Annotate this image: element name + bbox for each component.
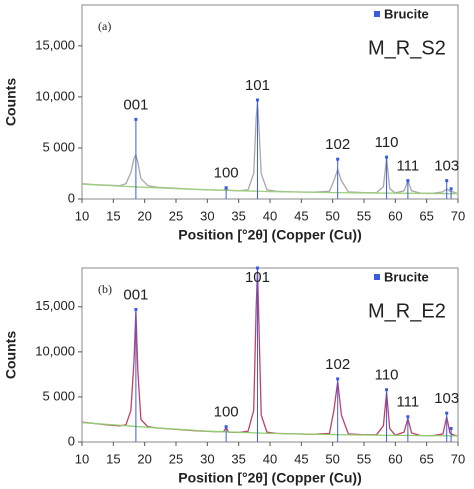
reference-marker: [449, 187, 453, 191]
reference-marker: [385, 155, 389, 159]
x-tick-label: 20: [137, 208, 151, 223]
x-tick-label: 35: [231, 208, 245, 223]
x-tick-label: 45: [294, 451, 308, 466]
pattern-line: [81, 183, 459, 195]
y-tick-label: 5 000: [42, 139, 75, 154]
panel-label: (b): [98, 282, 112, 296]
x-tick-label: 25: [169, 208, 183, 223]
y-tick-label: 10,000: [35, 88, 75, 103]
pattern-line: [81, 101, 459, 195]
x-tick-label: 65: [419, 208, 433, 223]
peak-label: 100: [214, 404, 239, 421]
sample-label: M_R_S2: [368, 37, 446, 59]
x-tick-label: 30: [200, 208, 214, 223]
x-tick-label: 20: [137, 451, 151, 466]
peak-label: 101: [245, 77, 270, 94]
y-tick-label: 10,000: [35, 343, 75, 358]
peak-label: 103: [434, 158, 459, 175]
x-tick-label: 60: [388, 208, 402, 223]
x-tick-label: 50: [325, 451, 339, 466]
x-tick-label: 40: [263, 208, 277, 223]
reference-marker: [406, 179, 410, 183]
pattern-line: [81, 270, 459, 437]
panel-label: (a): [98, 19, 111, 33]
legend-swatch: [374, 11, 380, 17]
reference-marker: [224, 186, 228, 190]
reference-marker: [134, 307, 138, 311]
x-tick-label: 45: [294, 208, 308, 223]
x-axis-title: Position [°2θ] (Copper (Cu)): [178, 227, 361, 243]
peak-label: 001: [123, 286, 148, 303]
reference-marker: [449, 426, 453, 430]
peak-label: 110: [375, 367, 399, 384]
reference-marker: [445, 179, 449, 183]
reference-marker: [134, 117, 138, 121]
x-tick-label: 70: [451, 208, 465, 223]
y-tick-label: 0: [68, 433, 75, 448]
reference-marker: [336, 157, 340, 161]
peak-label: 101: [245, 269, 270, 286]
x-tick-label: 65: [419, 451, 433, 466]
x-tick-label: 10: [75, 451, 89, 466]
reference-marker: [445, 411, 449, 415]
peak-label: 111: [396, 394, 419, 411]
y-tick-label: 0: [68, 190, 75, 205]
peak-label: 100: [214, 165, 239, 182]
y-axis-title: Counts: [3, 78, 19, 126]
reference-marker: [406, 415, 410, 419]
x-tick-label: 40: [263, 451, 277, 466]
peak-label: 111: [396, 158, 419, 175]
legend-swatch: [374, 274, 380, 280]
x-tick-label: 35: [231, 451, 245, 466]
peak-label: 001: [123, 96, 148, 113]
x-tick-label: 30: [200, 451, 214, 466]
peak-label: 102: [325, 136, 350, 153]
y-axis-title: Counts: [3, 331, 19, 379]
legend-label: Brucite: [384, 6, 429, 21]
peak-label: 103: [434, 390, 459, 407]
x-tick-label: 70: [451, 451, 465, 466]
reference-marker: [224, 425, 228, 429]
x-tick-label: 55: [357, 208, 371, 223]
sample-label: M_R_E2: [368, 300, 446, 322]
reference-marker: [385, 388, 389, 392]
x-tick-label: 60: [388, 451, 402, 466]
x-tick-label: 50: [325, 208, 339, 223]
y-tick-label: 5 000: [42, 388, 75, 403]
x-tick-label: 55: [357, 451, 371, 466]
x-tick-label: 25: [169, 451, 183, 466]
x-tick-label: 10: [75, 208, 89, 223]
pattern-line: [81, 421, 459, 437]
reference-marker: [255, 266, 259, 270]
legend-label: Brucite: [384, 269, 429, 284]
x-tick-label: 15: [106, 451, 120, 466]
x-axis-title: Position [°2θ] (Copper (Cu)): [178, 470, 361, 486]
x-tick-label: 15: [106, 208, 120, 223]
reference-marker: [336, 377, 340, 381]
reference-marker: [255, 98, 259, 102]
y-tick-label: 15,000: [35, 37, 75, 52]
y-tick-label: 15,000: [35, 298, 75, 313]
peak-label: 110: [375, 134, 399, 151]
peak-label: 102: [325, 356, 350, 373]
